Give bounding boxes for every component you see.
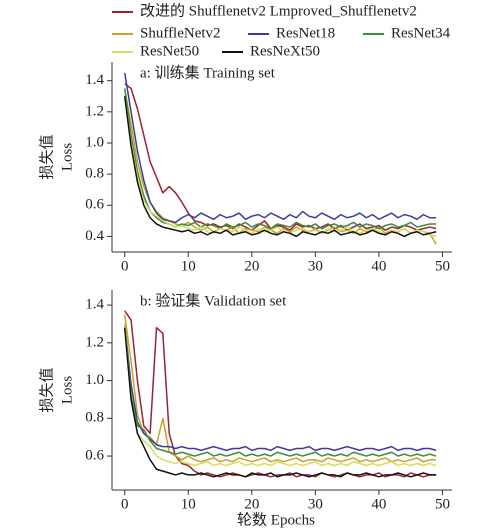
y-axis-label: Loss — [59, 143, 75, 172]
x-tick-label: 50 — [435, 258, 450, 274]
y-tick-label: 0.6 — [85, 447, 104, 463]
y-tick-label: 1.4 — [85, 72, 104, 88]
series-line — [123, 96, 437, 238]
x-tick-label: 0 — [121, 258, 129, 274]
x-tick-label: 10 — [181, 496, 196, 512]
series-line — [124, 310, 437, 478]
y-tick-label: 1.4 — [85, 297, 104, 313]
series-line — [123, 88, 437, 245]
y-tick-label: 0.8 — [85, 410, 104, 426]
series-line — [123, 323, 437, 467]
series-line — [123, 314, 437, 463]
x-tick-label: 40 — [371, 258, 386, 274]
x-tick-label: 0 — [121, 496, 129, 512]
y-axis-label: Loss — [59, 376, 75, 405]
annotation: b: 验证集 Validation set — [140, 292, 287, 309]
x-tick-label: 20 — [244, 258, 259, 274]
series-line — [123, 96, 437, 238]
y-axis-label: 损失值 — [38, 134, 55, 179]
x-tick-label: 10 — [181, 258, 196, 274]
series-line — [123, 327, 437, 478]
y-tick-label: 1.0 — [85, 134, 104, 150]
y-tick-label: 0.8 — [85, 166, 104, 182]
series-line — [123, 72, 437, 224]
y-axis-label: 损失值 — [38, 367, 55, 412]
legend-label: ShuffleNetv2 — [140, 25, 221, 41]
y-tick-label: 1.0 — [85, 372, 104, 388]
annotation: a: 训练集 Training set — [140, 64, 276, 81]
series-line — [124, 83, 437, 231]
y-tick-label: 0.4 — [85, 228, 104, 244]
x-tick-label: 30 — [308, 258, 323, 274]
series-line — [123, 88, 437, 230]
y-tick-label: 1.2 — [85, 334, 104, 350]
legend-label: ResNet34 — [391, 25, 451, 41]
series-line — [123, 323, 437, 457]
y-tick-label: 1.2 — [85, 103, 104, 119]
legend-label: ResNet50 — [140, 43, 199, 59]
x-tick-label: 20 — [244, 496, 259, 512]
legend-label: 改进的 Shufflenetv2 Lmproved_Shufflenetv2 — [140, 2, 417, 19]
y-tick-label: 0.6 — [85, 197, 104, 213]
legend-label: ResNeXt50 — [250, 43, 320, 59]
series-line — [123, 323, 437, 452]
legend-label: ResNet18 — [276, 25, 335, 41]
x-axis-label: 轮数 Epochs — [237, 511, 315, 528]
x-tick-label: 30 — [308, 496, 323, 512]
x-tick-label: 50 — [435, 496, 450, 512]
x-tick-label: 40 — [371, 496, 386, 512]
